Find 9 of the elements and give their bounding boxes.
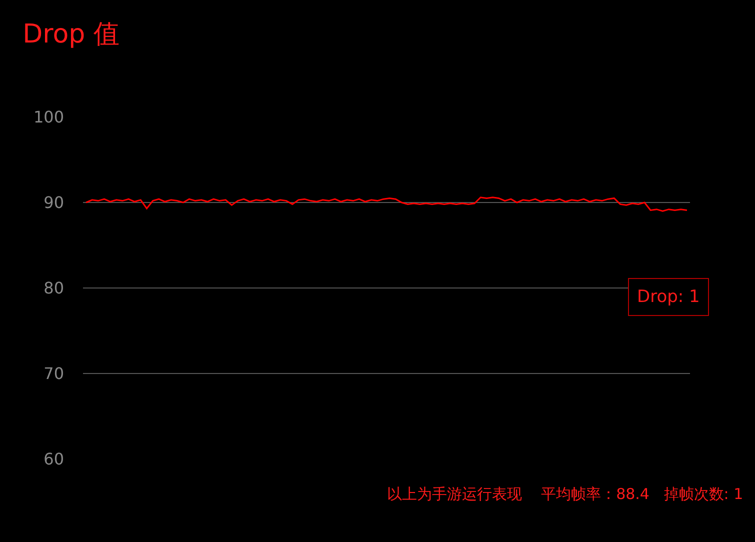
text: 以上为手游运行表现 平均帧率：88.4 掉帧次数: 1 [387, 485, 744, 503]
annotation: Drop: 1 [637, 287, 700, 307]
y-tick-label: 60 [44, 450, 64, 469]
y-tick-label: 70 [44, 364, 64, 384]
y-tick-label: 100 [33, 108, 64, 127]
line-series [85, 196, 688, 212]
y-tick-label: 90 [44, 193, 64, 212]
chart-title: Drop 值 [22, 20, 120, 50]
y-tick-label: 80 [44, 278, 64, 298]
